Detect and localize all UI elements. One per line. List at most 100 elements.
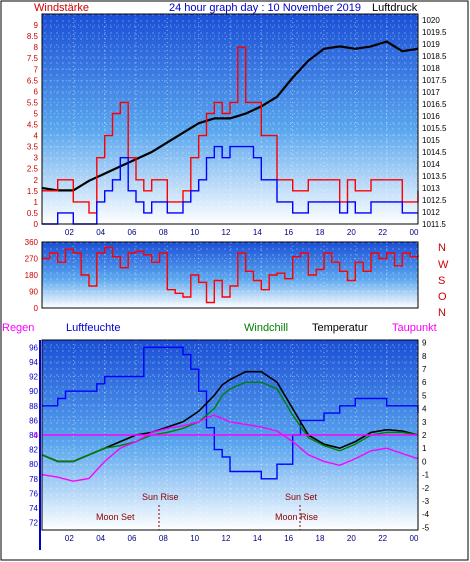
left-tick-label: 4 <box>34 132 39 141</box>
legend-regen: Regen <box>2 322 34 334</box>
left-tick-label: 4.5 <box>27 121 39 130</box>
left-tick-label: 0 <box>34 220 39 229</box>
hour-tick-label: 04 <box>96 228 105 237</box>
right-tick-label: 1011.5 <box>422 220 446 229</box>
right-tick-label: 8 <box>422 352 427 361</box>
left-tick-label: 90 <box>29 387 38 396</box>
sun-set-label: Sun Set <box>285 492 318 502</box>
left-tick-label: 9 <box>34 21 39 30</box>
right-tick-label: -5 <box>422 523 430 532</box>
left-tick-label: 2 <box>34 176 39 185</box>
panel3-frame <box>41 339 419 531</box>
right-tick-label: 1013.5 <box>422 172 447 181</box>
panel3-series <box>41 346 419 482</box>
hour-tick-label: 10 <box>190 228 199 237</box>
left-tick-label: 7 <box>34 65 39 74</box>
right-tick-label: 9 <box>422 339 427 348</box>
left-tick-label: 6 <box>34 87 39 96</box>
hour-tick-label: 22 <box>378 228 387 237</box>
pressure-label: Luftdruck <box>372 2 418 14</box>
humidity-axis-ticks: 72 74 76 78 80 82 84 86 88 90 92 94 96 <box>29 343 38 527</box>
panel2-frame <box>41 241 419 309</box>
moon-rise-label: Moon Rise <box>275 512 318 522</box>
right-tick-label: 4 <box>422 405 427 414</box>
left-tick-label: 88 <box>29 402 38 411</box>
left-tick-label: 3.5 <box>27 143 39 152</box>
hour-tick-label: 12 <box>222 228 231 237</box>
legend-temperatur: Temperatur <box>312 322 368 334</box>
left-tick-label: 1 <box>34 198 39 207</box>
compass-w: W <box>438 259 449 271</box>
left-tick-label: 8.5 <box>27 32 39 41</box>
moon-set-label: Moon Set <box>96 512 135 522</box>
compass-o: O <box>438 291 447 303</box>
left-tick-label: 180 <box>25 271 39 280</box>
panel1-series <box>41 40 419 225</box>
rain-tick-label: 0 <box>34 431 39 440</box>
right-tick-label: 1015 <box>422 136 440 145</box>
left-tick-label: 3 <box>34 154 39 163</box>
left-tick-label: 8 <box>34 43 39 52</box>
left-tick-label: 270 <box>25 255 39 264</box>
right-tick-label: 1019 <box>422 40 440 49</box>
pressure-axis-ticks: 1011.5 1012 1012.5 1013 1013.5 1014 1014.5 1015… <box>422 16 447 229</box>
right-tick-label: 1013 <box>422 184 440 193</box>
sun-rise-label: Sun Rise <box>142 492 179 502</box>
right-tick-label: -3 <box>422 497 430 506</box>
left-tick-label: 86 <box>29 416 38 425</box>
panel1-hour-ticks: 02 04 06 08 10 12 14 16 18 20 22 00 <box>65 228 419 237</box>
hour-tick-label: 04 <box>96 534 105 543</box>
right-tick-label: 1018 <box>422 64 440 73</box>
wind-pressure-panel: 0 0.5 1 1.5 2 2.5 3 3.5 4 4.5 5 5.5 6 6.5 7 7.5 8 8.5 9 10… <box>27 13 447 237</box>
rain-axis-ticks: 0 <box>34 431 39 440</box>
hour-tick-label: 08 <box>159 534 168 543</box>
left-tick-label: 82 <box>29 446 38 455</box>
right-tick-label: 1019.5 <box>422 28 447 37</box>
right-tick-label: 6 <box>422 378 427 387</box>
right-tick-label: 1016 <box>422 112 440 121</box>
left-tick-label: 7.5 <box>27 54 39 63</box>
left-tick-label: 72 <box>29 519 38 528</box>
left-tick-label: 1.5 <box>27 187 39 196</box>
wind-direction-panel: 0 90 180 270 360 N W S O N <box>25 238 449 319</box>
panel2-series <box>42 246 419 304</box>
wind-strength-label: Windstärke <box>34 2 89 14</box>
compass-labels: N W S O N <box>438 242 449 319</box>
hour-tick-label: 02 <box>65 228 74 237</box>
legend: Regen Luftfeuchte Windchill Temperatur T… <box>2 322 437 334</box>
left-tick-label: 360 <box>25 238 39 247</box>
hour-tick-label: 08 <box>159 228 168 237</box>
series-wind <box>42 145 418 225</box>
right-tick-label: 1012 <box>422 208 440 217</box>
left-tick-label: 78 <box>29 475 38 484</box>
hour-tick-label: 06 <box>128 534 137 543</box>
hour-tick-label: 18 <box>316 228 325 237</box>
right-tick-label: 2 <box>422 431 427 440</box>
hour-tick-label: 16 <box>284 228 293 237</box>
left-tick-label: 0 <box>34 304 39 313</box>
left-tick-label: 80 <box>29 460 38 469</box>
left-tick-label: 96 <box>29 343 38 352</box>
left-tick-label: 84 <box>29 431 38 440</box>
hour-tick-label: 14 <box>253 228 262 237</box>
hour-tick-label: 02 <box>65 534 74 543</box>
right-tick-label: 1018.5 <box>422 52 447 61</box>
hour-tick-label: 22 <box>378 534 387 543</box>
series-humidity <box>42 346 419 480</box>
right-tick-label: 1017 <box>422 88 440 97</box>
series-gust <box>42 46 419 214</box>
left-tick-label: 6.5 <box>27 76 39 85</box>
hour-tick-label: 06 <box>128 228 137 237</box>
compass-n-bottom: N <box>438 307 446 319</box>
temperature-axis-ticks: -5 -4 -3 -2 -1 0 1 2 3 4 5 6 7 8 9 <box>422 339 430 533</box>
right-tick-label: 1016.5 <box>422 100 447 109</box>
left-tick-label: 5 <box>34 109 39 118</box>
right-tick-label: -4 <box>422 510 430 519</box>
sun-moon-events: Sun Rise Sun Set Moon Set Moon Rise <box>96 492 318 530</box>
legend-luftfeuchte: Luftfeuchte <box>66 322 120 334</box>
right-tick-label: -2 <box>422 484 430 493</box>
hour-tick-label: 20 <box>347 228 356 237</box>
